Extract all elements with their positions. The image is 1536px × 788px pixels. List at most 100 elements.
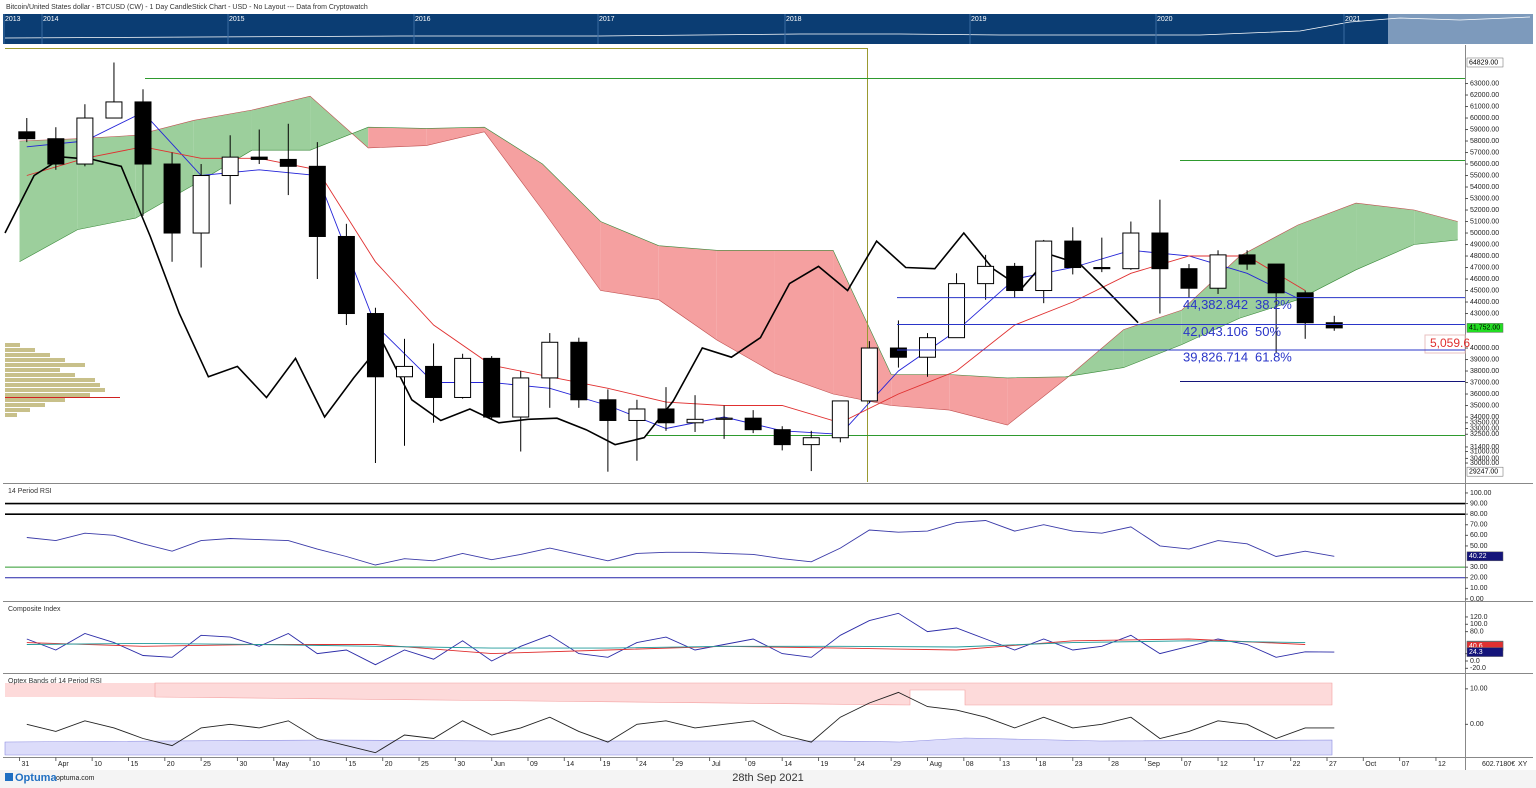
plot-area <box>3 45 1465 757</box>
series-line <box>26 691 1335 754</box>
candle-body <box>889 347 907 358</box>
series-line <box>26 640 1306 649</box>
fib-ratio: 61.8% <box>1255 349 1292 364</box>
footer-date: 28th Sep 2021 <box>732 772 804 784</box>
y-tick-label: 20.00 <box>1470 575 1488 582</box>
plot-layer: 31 Apr 10 15 20 25 30 May 10 15 20 25 30 Jun 09 14 19 24 2… <box>4 57 1504 768</box>
x-tick-label: Jul <box>712 761 721 768</box>
x-tick-label: 29 <box>893 761 901 768</box>
navigator-year: 2015 <box>229 16 245 23</box>
candle-body <box>250 156 268 160</box>
candle-body <box>512 377 530 418</box>
panel-title: 14 Period RSI <box>8 488 52 495</box>
y-tick-label: 33500.00 <box>1470 420 1499 427</box>
y-tick-label: 10.00 <box>1470 585 1488 592</box>
value-tag-label: 24.3 <box>1469 649 1483 656</box>
y-tick-label: 54000.00 <box>1470 184 1499 191</box>
y-tick-label: 49000.00 <box>1470 241 1499 248</box>
y-tick-label: 45000.00 <box>1470 287 1499 294</box>
y-tick-label: 63000.00 <box>1470 80 1499 87</box>
y-tick-label: 80.00 <box>1470 511 1488 518</box>
value-tag-label: 64829.00 <box>1469 59 1498 66</box>
x-tick-label: 07 <box>1402 761 1410 768</box>
candle-body <box>337 235 355 315</box>
y-tick-label: 47000.00 <box>1470 264 1499 271</box>
scale-label: 602.7180€ <box>1482 761 1515 768</box>
x-tick-label: 30 <box>457 761 465 768</box>
value-tag <box>1466 57 1504 68</box>
window-controls[interactable] <box>1472 3 1532 12</box>
navigator-year: 2020 <box>1157 16 1173 23</box>
cloud-segment <box>368 127 427 148</box>
x-tick-label: 20 <box>385 761 393 768</box>
candle-body <box>1035 240 1053 292</box>
y-tick-label: 43000.00 <box>1470 310 1499 317</box>
y-tick-label: 46000.00 <box>1470 276 1499 283</box>
candle-body <box>628 408 646 421</box>
x-tick-label: Sep <box>1147 761 1160 768</box>
x-tick-label: 29 <box>675 761 683 768</box>
value-tag <box>1466 647 1504 657</box>
y-tick-label: 48000.00 <box>1470 253 1499 260</box>
fib-value: 42,043.106 <box>1183 324 1248 339</box>
logo: Optuma <box>15 772 57 784</box>
candle-body <box>773 429 791 446</box>
x-tick-label: 24 <box>857 761 865 768</box>
y-tick-label: 38000.00 <box>1470 368 1499 375</box>
range-box-label: 5,059.6 <box>1430 336 1470 350</box>
y-tick-label: 31000.00 <box>1470 448 1499 455</box>
candle-body <box>802 437 820 446</box>
y-tick-label: 100.00 <box>1470 490 1492 497</box>
footer-site[interactable]: optuma.com <box>56 775 95 782</box>
candle-body <box>1180 268 1198 289</box>
navigator-year: 2021 <box>1345 16 1361 23</box>
optex-lower-band <box>4 737 1333 756</box>
y-tick-label: 58000.00 <box>1470 138 1499 145</box>
candle-body <box>1064 240 1082 269</box>
x-tick-label: Apr <box>58 761 70 768</box>
candle-body <box>396 365 413 378</box>
y-tick-label: 80.0 <box>1470 628 1484 635</box>
cloud-segment <box>891 374 950 411</box>
x-tick-label: 12 <box>1220 761 1228 768</box>
y-tick-label: 120.0 <box>1470 614 1488 621</box>
navigator-window[interactable] <box>1388 14 1533 44</box>
y-tick-label: 31400.00 <box>1470 444 1499 451</box>
candle-body <box>860 347 878 402</box>
cloud-segment <box>193 109 252 185</box>
candle-body <box>831 400 849 439</box>
y-tick-label: 50000.00 <box>1470 230 1499 237</box>
navigator[interactable] <box>3 14 1533 44</box>
candle-body <box>221 156 239 177</box>
y-tick-label: 100.0 <box>1470 621 1488 628</box>
x-tick-label: 14 <box>784 761 792 768</box>
candle-body <box>1122 232 1140 270</box>
x-tick-label: 25 <box>203 761 211 768</box>
x-tick-label: 28 <box>1111 761 1119 768</box>
scale-mode[interactable]: XY <box>1518 761 1528 768</box>
y-tick-label: 37000.00 <box>1470 379 1499 386</box>
y-tick-label: 30400.00 <box>1470 455 1499 462</box>
cloud-segment <box>1356 203 1415 270</box>
value-tag-label: 40.6 <box>1469 643 1483 650</box>
cloud-segment <box>542 164 601 291</box>
x-tick-label: 30 <box>239 761 247 768</box>
candle-body <box>366 313 384 378</box>
navigator-line <box>4 16 1531 39</box>
panel-title: Optex Bands of 14 Period RSI <box>8 678 102 685</box>
candle-body <box>918 337 936 358</box>
cloud-span-a <box>19 95 1458 426</box>
navigator-year: 2017 <box>599 16 615 23</box>
chart-header: Bitcoin/United States dollar - BTCUSD (C… <box>6 4 368 11</box>
y-tick-label: 60.00 <box>1470 532 1488 539</box>
optex-upper-band <box>5 683 155 697</box>
candle-body <box>483 357 501 418</box>
candle-body <box>715 417 733 420</box>
candle-body <box>279 158 297 167</box>
x-tick-label: 07 <box>1184 761 1192 768</box>
series-line <box>26 612 1335 666</box>
x-tick-label: 20 <box>167 761 175 768</box>
x-tick-label: 24 <box>639 761 647 768</box>
candle-body <box>1093 267 1111 270</box>
y-tick-label: 30.00 <box>1470 564 1488 571</box>
